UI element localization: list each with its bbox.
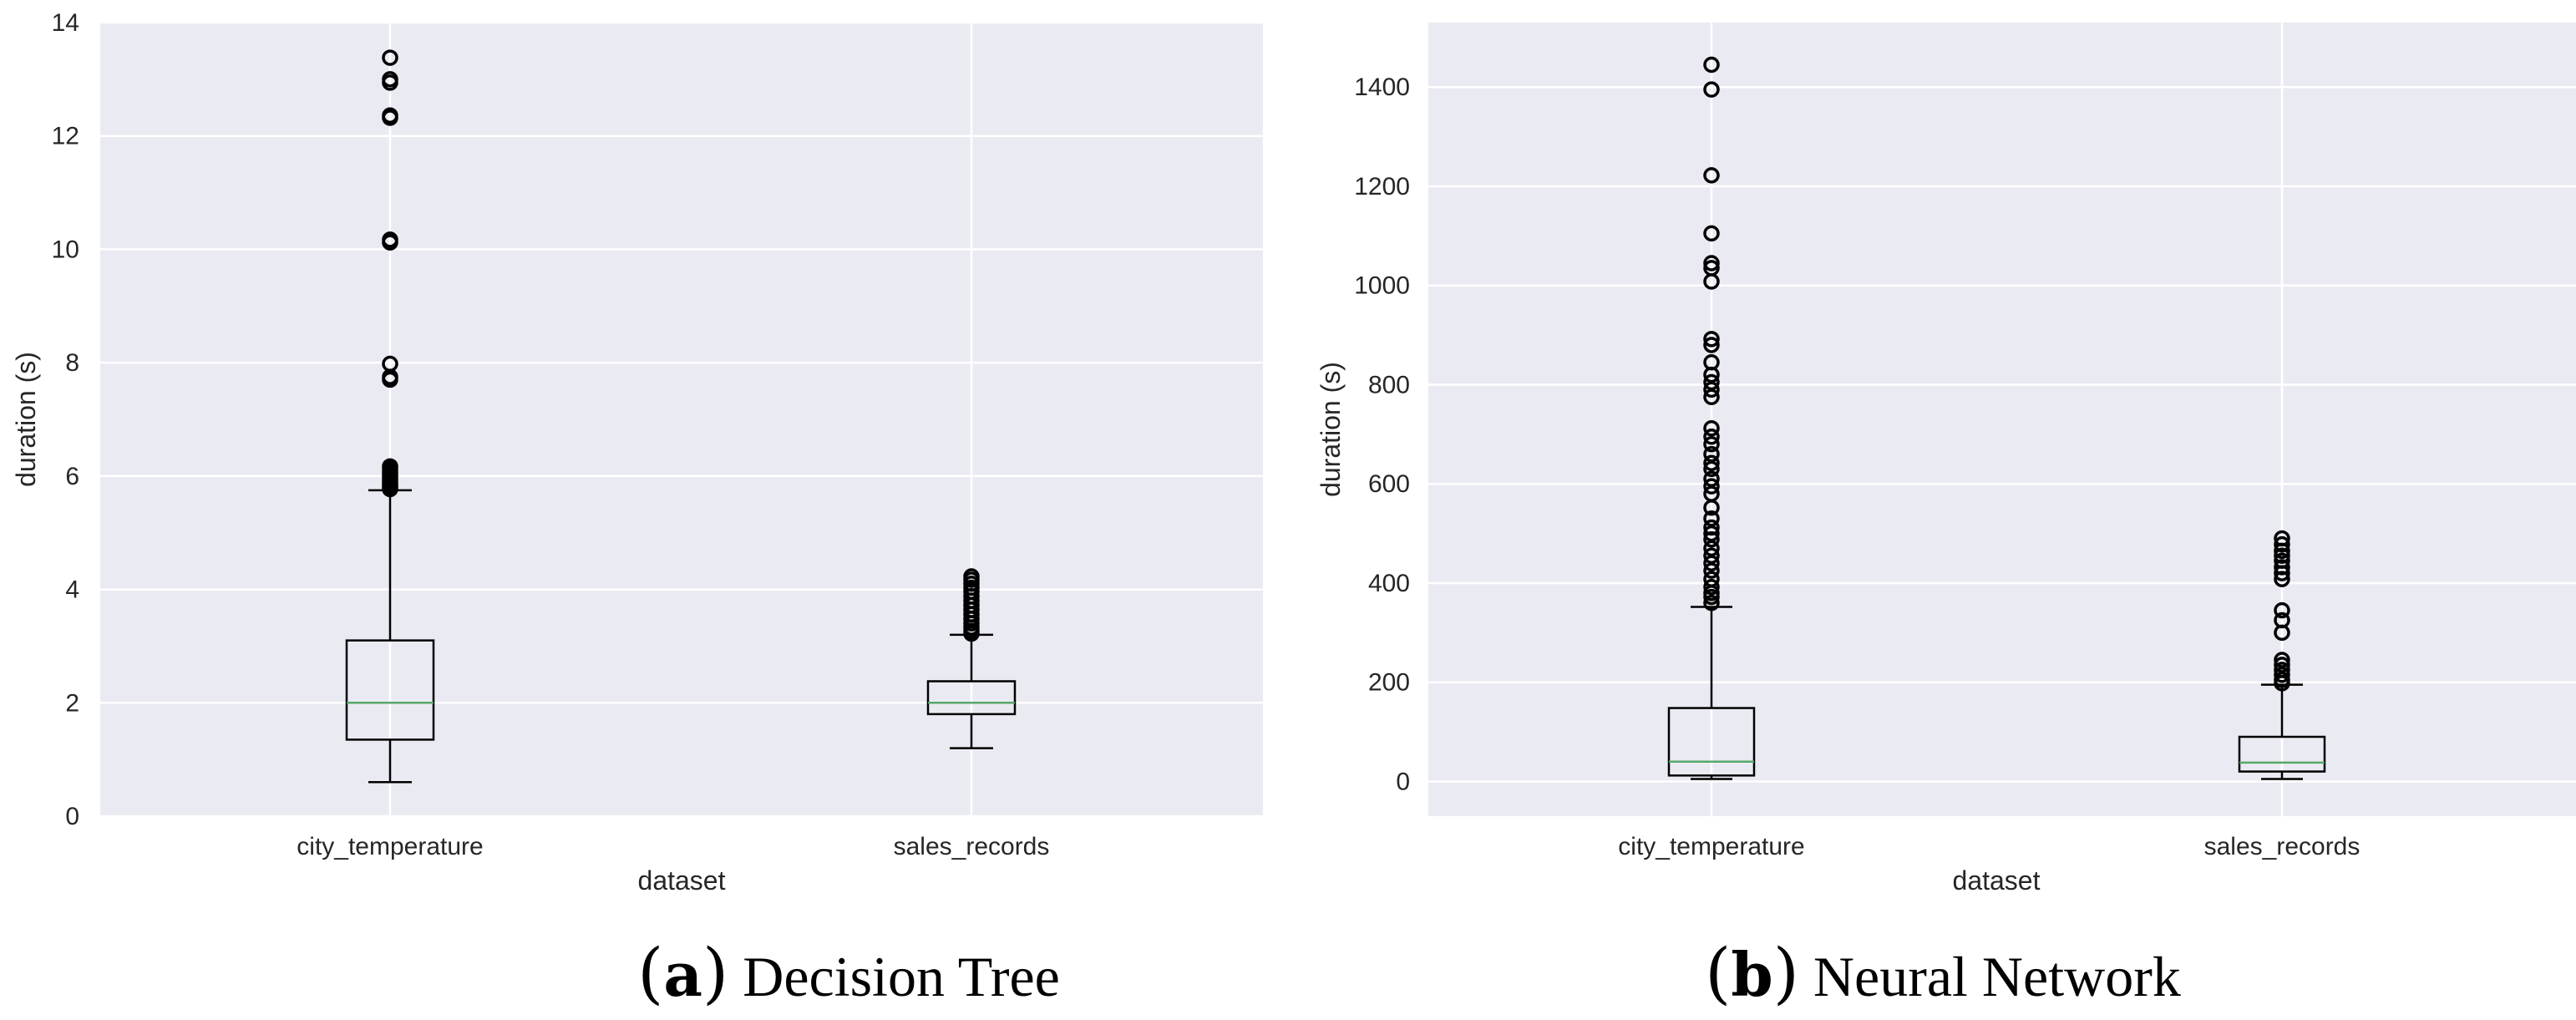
xtick-label-city-temperature-a: city_temperature xyxy=(297,833,483,860)
outlier-point xyxy=(382,71,398,88)
plot-area-a xyxy=(100,23,1263,816)
outlier-point xyxy=(2274,657,2290,673)
ytick-label: 1200 xyxy=(1354,173,1410,200)
outlier-point xyxy=(1703,555,1720,571)
outlier-point xyxy=(382,355,398,373)
outlier-point xyxy=(2274,611,2290,629)
outlier-point xyxy=(1703,225,1720,242)
outlier-point xyxy=(2274,535,2290,553)
outlier-point xyxy=(963,568,980,585)
ytick-label: 600 xyxy=(1368,470,1410,498)
outlier-point xyxy=(1703,56,1720,74)
outlier-point xyxy=(382,458,398,475)
outlier-point xyxy=(1703,478,1720,495)
outlier-point xyxy=(2274,667,2290,683)
ytick-label: 200 xyxy=(1368,669,1410,697)
outlier-point xyxy=(1703,381,1720,398)
ytick-label: 0 xyxy=(65,803,79,830)
caption-title-b: Neural Network xyxy=(1813,945,2181,1008)
outlier-point xyxy=(1703,571,1720,587)
ytick-label: 400 xyxy=(1368,570,1410,597)
y-axis-label-b: duration (s) xyxy=(1316,362,1346,497)
outlier-point xyxy=(1703,419,1720,437)
plot-area-b xyxy=(1428,23,2576,816)
ytick-label: 6 xyxy=(65,463,79,490)
ytick-label: 12 xyxy=(52,123,79,150)
outlier-point xyxy=(382,107,398,124)
box-iqr xyxy=(345,639,435,741)
box-sales_records xyxy=(2238,530,2326,780)
box-iqr xyxy=(2238,735,2326,773)
boxes-b xyxy=(1667,56,2326,780)
caption-letter-b: b xyxy=(1731,939,1772,1010)
outlier-point xyxy=(1703,525,1720,542)
ytick-label: 14 xyxy=(52,9,79,37)
ytick-label: 1000 xyxy=(1354,272,1410,300)
outlier-point xyxy=(1703,547,1720,565)
ytick-label: 800 xyxy=(1368,371,1410,398)
outlier-point xyxy=(1703,373,1720,391)
outlier-point xyxy=(1703,167,1720,184)
outlier-point xyxy=(1703,519,1720,536)
panel-a: 0 2 4 6 8 10 12 14 city_temperature sales_recor… xyxy=(11,9,1263,1012)
outlier-point xyxy=(1703,435,1720,453)
outlier-point xyxy=(1703,260,1720,277)
outlier-point xyxy=(2274,601,2290,619)
x-axis-label-a: dataset xyxy=(638,865,726,896)
outlier-point xyxy=(1703,445,1720,463)
ytick-label: 1400 xyxy=(1354,74,1410,101)
outlier-point xyxy=(1703,454,1720,471)
ytick-label: 4 xyxy=(65,576,79,604)
outlier-point xyxy=(1703,485,1720,502)
outlier-point xyxy=(1703,460,1720,478)
ytick-labels-a: 0 2 4 6 8 10 12 14 xyxy=(52,9,79,830)
box-city_temperature xyxy=(345,49,435,784)
outlier-point xyxy=(2274,559,2290,576)
ytick-label: 8 xyxy=(65,349,79,377)
boxes-a xyxy=(345,49,1017,784)
outlier-point xyxy=(1703,578,1720,596)
caption-letter-a: a xyxy=(663,939,702,1010)
outlier-point xyxy=(382,49,398,66)
outlier-point xyxy=(1703,594,1720,611)
box-iqr xyxy=(1667,707,1756,777)
y-axis-label-a: duration (s) xyxy=(11,352,41,487)
outlier-point xyxy=(1703,388,1720,406)
outlier-point xyxy=(2274,662,2290,678)
outlier-point xyxy=(1703,562,1720,579)
grid-b xyxy=(1428,23,2576,816)
box-city_temperature xyxy=(1667,56,1756,780)
outlier-point xyxy=(1703,540,1720,557)
outlier-point xyxy=(2274,652,2290,668)
xtick-label-sales-records-b: sales_records xyxy=(2204,833,2360,860)
outlier-point xyxy=(2274,530,2290,547)
ytick-label: 10 xyxy=(52,236,79,263)
panel-b: 0 200 400 600 800 1000 1200 1400 city_temperatu… xyxy=(1316,23,2576,1012)
outlier-point xyxy=(2274,547,2290,565)
outlier-point xyxy=(1703,353,1720,371)
xtick-label-city-temperature-b: city_temperature xyxy=(1618,833,1804,860)
outlier-point xyxy=(1703,510,1720,527)
outlier-point xyxy=(1703,81,1720,98)
outlier-point xyxy=(2274,552,2290,569)
ytick-label: 0 xyxy=(1396,768,1410,795)
outlier-point xyxy=(2274,671,2290,688)
caption-a: (a) Decision Tree xyxy=(637,934,1060,1012)
outlier-point xyxy=(1703,255,1720,271)
box-sales_records xyxy=(926,568,1017,749)
caption-b: (b) Neural Network xyxy=(1705,934,2181,1012)
outlier-point xyxy=(1703,337,1720,353)
outlier-point xyxy=(1703,331,1720,348)
outlier-point xyxy=(1703,429,1720,445)
box-iqr xyxy=(926,680,1017,716)
ytick-label: 2 xyxy=(65,689,79,717)
caption-title-a: Decision Tree xyxy=(743,945,1060,1008)
xtick-label-sales-records-a: sales_records xyxy=(894,833,1050,860)
grid-a xyxy=(100,21,1263,818)
outlier-point xyxy=(382,231,398,248)
x-axis-label-b: dataset xyxy=(1953,865,2041,896)
outlier-point xyxy=(1703,470,1720,487)
ytick-labels-b: 0 200 400 600 800 1000 1200 1400 xyxy=(1354,74,1410,795)
